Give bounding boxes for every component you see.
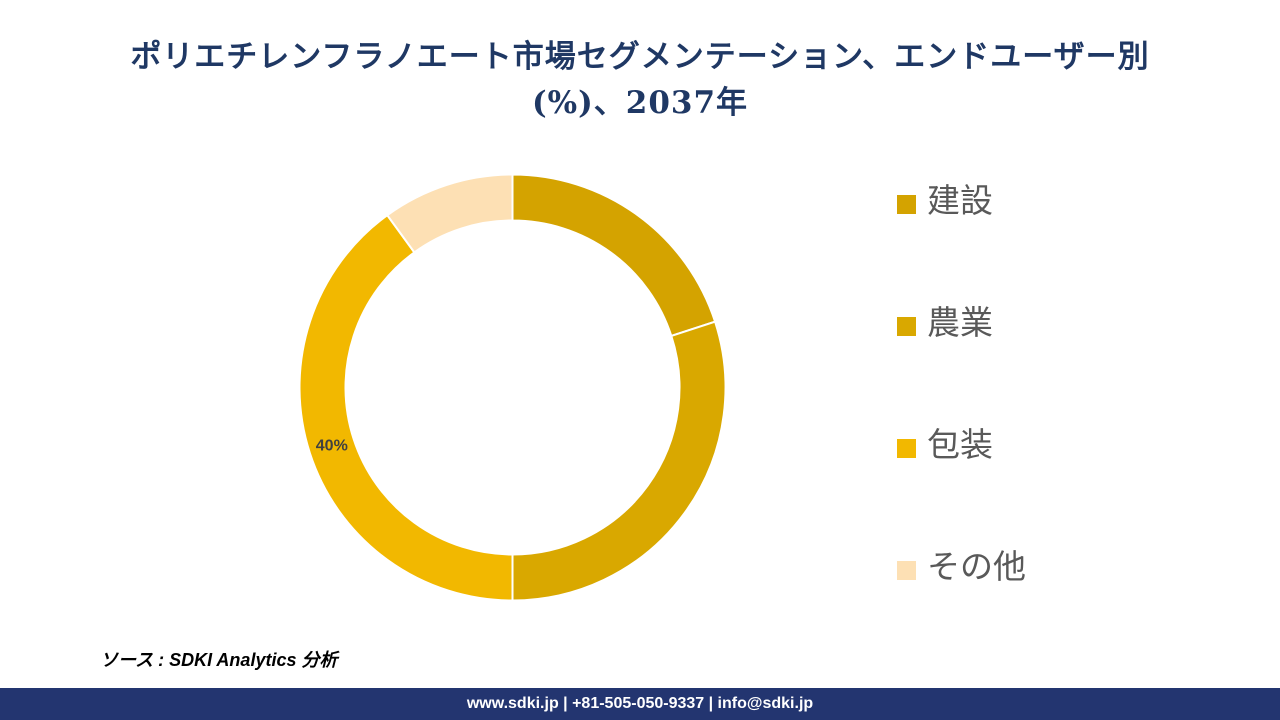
chart-title-line1: ポリエチレンフラノエート市場セグメンテーション、エンドユーザー別 xyxy=(130,39,1150,75)
legend-item-other: その他 xyxy=(897,544,1257,666)
source-note: ソース : SDKI Analytics 分析 xyxy=(100,650,338,670)
legend-swatch xyxy=(897,317,916,336)
legend-label: 建設 xyxy=(927,181,993,220)
footer-bar: www.sdki.jp | +81-505-050-9337 | info@sd… xyxy=(0,688,1280,720)
legend-swatch xyxy=(897,195,916,214)
chart-title: ポリエチレンフラノエート市場セグメンテーション、エンドユーザー別 (%)、203… xyxy=(20,34,1260,126)
data-label: 40% xyxy=(316,437,348,454)
legend-swatch xyxy=(897,439,916,458)
legend-item-construction: 建設 xyxy=(897,178,1257,300)
legend-label: その他 xyxy=(927,547,1026,586)
donut-chart: 40% xyxy=(298,173,727,602)
legend-label: 包装 xyxy=(927,425,993,464)
chart-legend: 建設 農業 包装 その他 xyxy=(897,178,1257,666)
legend-label: 農業 xyxy=(927,303,993,342)
legend-item-packaging: 包装 xyxy=(897,422,1257,544)
slice-other xyxy=(385,173,514,254)
legend-swatch xyxy=(897,561,916,580)
slice-agriculture xyxy=(511,320,727,602)
slice-construction xyxy=(511,173,717,338)
slice-packaging xyxy=(298,213,514,602)
chart-title-line2: (%)、2037年 xyxy=(531,85,749,121)
legend-item-agriculture: 農業 xyxy=(897,300,1257,422)
